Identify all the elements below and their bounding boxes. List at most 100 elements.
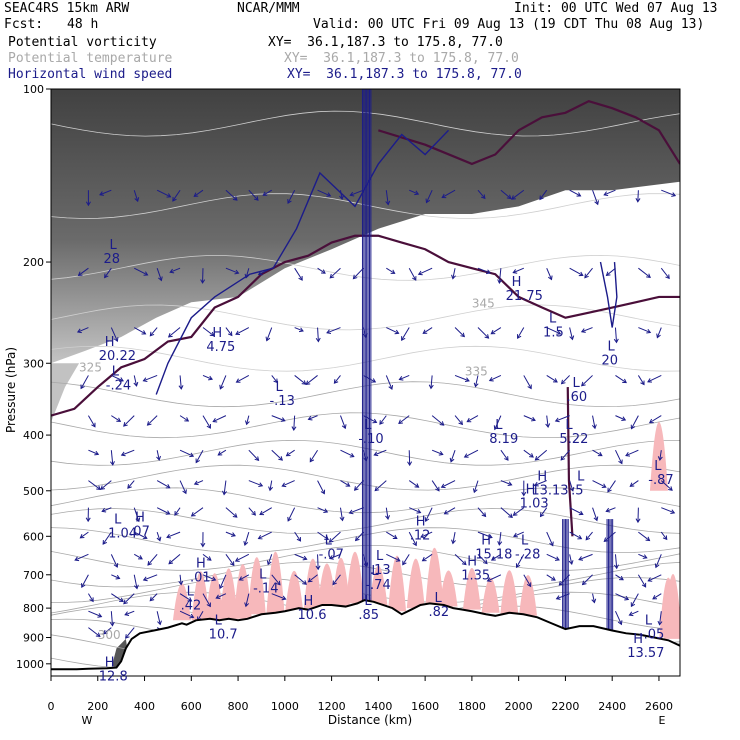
wind-vector-head <box>486 269 491 275</box>
wind-vector <box>430 375 433 389</box>
wind-vector <box>637 190 639 202</box>
wind-vector-head <box>120 451 126 457</box>
wind-vector <box>293 415 296 431</box>
wind-vector <box>191 507 204 517</box>
wind-vector <box>235 327 250 335</box>
wind-vector <box>546 415 549 428</box>
wind-vector-head <box>243 541 249 546</box>
extremum-value: .60 <box>566 390 587 405</box>
wind-vector <box>399 374 410 381</box>
pv-positive-fill <box>303 558 322 609</box>
wind-vector-head <box>630 602 636 608</box>
x-tick-label: 400 <box>134 700 155 713</box>
extremum-value: .82 <box>428 605 449 620</box>
wind-vector-head <box>584 273 589 279</box>
wind-vector <box>409 189 419 195</box>
wind-vector <box>88 449 99 455</box>
wind-vector <box>615 593 629 600</box>
wind-vector <box>630 593 639 607</box>
wind-vector-head <box>497 541 503 546</box>
wind-vector-head <box>301 380 307 385</box>
legend-wind-name: Horizontal wind speed <box>8 67 173 82</box>
wind-vector-head <box>630 424 636 430</box>
wind-vector-head <box>280 417 286 422</box>
wind-vector-head <box>417 270 423 276</box>
wind-vector <box>494 415 502 430</box>
wind-vector-head <box>635 197 641 203</box>
wind-vector <box>546 375 558 383</box>
wind-vector <box>111 374 124 382</box>
wind-vector-head <box>218 584 224 590</box>
extremum-value: 8.19 <box>489 432 518 447</box>
wind-vector-head <box>449 457 455 463</box>
wind-vector <box>133 574 138 589</box>
pv-positive-fill <box>369 565 388 605</box>
wind-vector-head <box>394 329 400 335</box>
wind-vector-head <box>232 196 238 201</box>
fcst-value: 48 h <box>67 17 99 32</box>
wind-vector-head <box>305 380 311 385</box>
wind-vector <box>317 531 329 540</box>
wind-vector-head <box>539 512 545 518</box>
wind-vector-head <box>258 482 264 488</box>
wind-vector-head <box>97 613 103 618</box>
extremum-value: -.24 <box>106 378 131 393</box>
wind-vector-head <box>302 555 308 561</box>
wind-vector <box>569 189 581 197</box>
wind-vector <box>659 611 662 625</box>
wind-vector <box>523 449 534 458</box>
wind-vector-head <box>613 338 619 344</box>
pv-positive-fill <box>247 557 266 615</box>
wind-vector-head <box>110 461 115 466</box>
wind-vector <box>581 327 593 333</box>
wind-vector <box>569 507 584 515</box>
wind-vector-head <box>466 417 472 423</box>
wind-vector-head <box>149 596 155 602</box>
wind-vector-head <box>392 534 398 539</box>
wind-vector <box>615 611 622 625</box>
extremum-letter: H <box>105 655 115 670</box>
wind-vector <box>339 507 344 521</box>
wind-vector <box>168 553 181 565</box>
extremum-value: -.13 <box>269 394 294 409</box>
wind-vector <box>534 480 547 486</box>
wind-vector-head <box>119 377 124 382</box>
wind-vector-head <box>339 516 345 522</box>
extremum-letter: L <box>549 312 557 327</box>
x-axis-label: Distance (km) <box>328 713 412 727</box>
wind-vector-head <box>326 192 332 197</box>
wind-vector <box>202 374 213 380</box>
wind-vector <box>500 189 512 199</box>
wind-vector-head <box>556 330 562 335</box>
wind-vector <box>219 375 227 389</box>
wind-vector <box>225 267 239 274</box>
wind-vector-head <box>262 191 268 196</box>
extremum-letter: L <box>325 533 333 548</box>
wind-vector-head <box>76 328 82 334</box>
pv-positive-fill <box>172 583 191 621</box>
wind-vector-head <box>578 556 584 561</box>
wind-vector-head <box>412 276 417 281</box>
wind-vector <box>271 449 283 461</box>
wind-vector-head <box>348 509 354 515</box>
wind-vector <box>317 480 325 494</box>
wind-vector-head <box>628 611 634 617</box>
wind-vector-head <box>486 577 492 582</box>
wind-vector <box>326 327 341 334</box>
pv-positive-fill <box>191 571 210 621</box>
wind-vector-head <box>324 535 330 541</box>
wind-vector <box>523 375 532 389</box>
wind-vector-head <box>554 417 560 423</box>
wind-vector <box>269 480 273 491</box>
extremum-value: -.05 <box>639 628 664 643</box>
wind-vector <box>216 593 227 599</box>
wind-vector-head <box>135 517 141 523</box>
wind-vector <box>110 611 113 626</box>
wind-vector-head <box>601 483 607 488</box>
wind-vector-head <box>482 559 488 565</box>
wind-vector-head <box>662 535 668 541</box>
wind-vector-head <box>141 330 147 335</box>
wind-vector <box>244 531 250 546</box>
extremum-letter: L <box>364 594 372 609</box>
wind-vector-head <box>517 334 522 339</box>
